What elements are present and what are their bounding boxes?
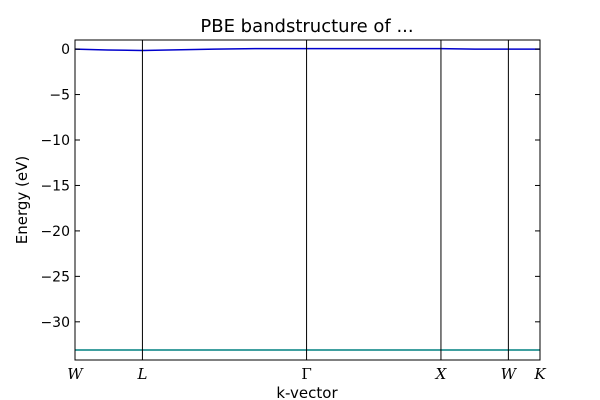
x-tick-label: W (67, 365, 84, 383)
axes-frame (74, 39, 541, 361)
x-tick-label: Γ (301, 365, 311, 383)
y-tick-label: −10 (40, 133, 70, 149)
chart-title: PBE bandstructure of ... (200, 16, 413, 37)
y-tick-label: −5 (49, 88, 70, 104)
plot-area: 0−5−10−15−20−25−30W L Γ X W K (40, 39, 546, 383)
x-tick-label: W (501, 365, 518, 383)
y-tick-label: 0 (61, 42, 70, 58)
x-tick-label: X (435, 365, 448, 383)
y-tick-label: −30 (40, 315, 70, 331)
y-tick-label: −25 (40, 269, 70, 285)
y-axis-label: Energy (eV) (13, 156, 31, 244)
y-tick-label: −20 (40, 224, 70, 240)
x-axis-label: k-vector (276, 384, 338, 400)
x-tick-label: K (533, 365, 546, 383)
x-tick-label: L (136, 365, 147, 383)
y-tick-label: −15 (40, 178, 70, 194)
